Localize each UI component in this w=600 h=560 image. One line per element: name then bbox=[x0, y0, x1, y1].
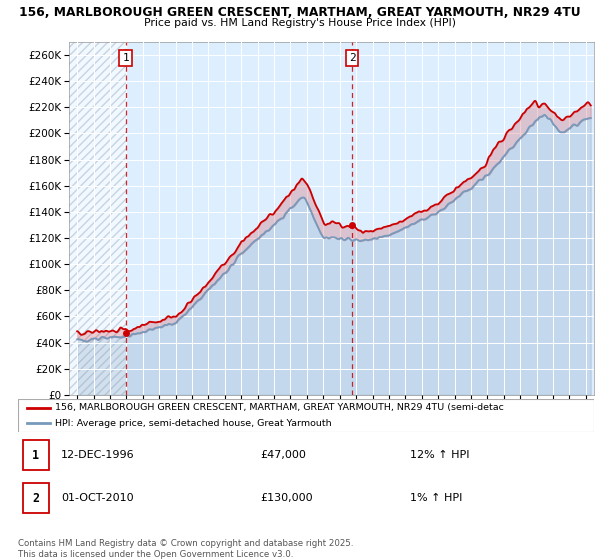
Text: 2: 2 bbox=[32, 492, 39, 505]
Text: £130,000: £130,000 bbox=[260, 493, 313, 503]
Text: 2: 2 bbox=[349, 53, 355, 63]
Text: 12% ↑ HPI: 12% ↑ HPI bbox=[410, 450, 469, 460]
Text: £47,000: £47,000 bbox=[260, 450, 306, 460]
Bar bbox=[23, 440, 49, 470]
Text: 156, MARLBOROUGH GREEN CRESCENT, MARTHAM, GREAT YARMOUTH, NR29 4TU (semi-detac: 156, MARLBOROUGH GREEN CRESCENT, MARTHAM… bbox=[55, 403, 505, 412]
Text: Price paid vs. HM Land Registry's House Price Index (HPI): Price paid vs. HM Land Registry's House … bbox=[144, 18, 456, 28]
Text: 1% ↑ HPI: 1% ↑ HPI bbox=[410, 493, 462, 503]
Text: 1: 1 bbox=[32, 449, 39, 461]
Text: 12-DEC-1996: 12-DEC-1996 bbox=[61, 450, 135, 460]
Text: 156, MARLBOROUGH GREEN CRESCENT, MARTHAM, GREAT YARMOUTH, NR29 4TU: 156, MARLBOROUGH GREEN CRESCENT, MARTHAM… bbox=[19, 6, 581, 18]
Text: HPI: Average price, semi-detached house, Great Yarmouth: HPI: Average price, semi-detached house,… bbox=[55, 419, 332, 428]
Text: 01-OCT-2010: 01-OCT-2010 bbox=[61, 493, 134, 503]
Bar bbox=[23, 483, 49, 513]
Text: Contains HM Land Registry data © Crown copyright and database right 2025.
This d: Contains HM Land Registry data © Crown c… bbox=[18, 539, 353, 559]
Bar bbox=[69, 42, 125, 395]
Text: 1: 1 bbox=[122, 53, 129, 63]
